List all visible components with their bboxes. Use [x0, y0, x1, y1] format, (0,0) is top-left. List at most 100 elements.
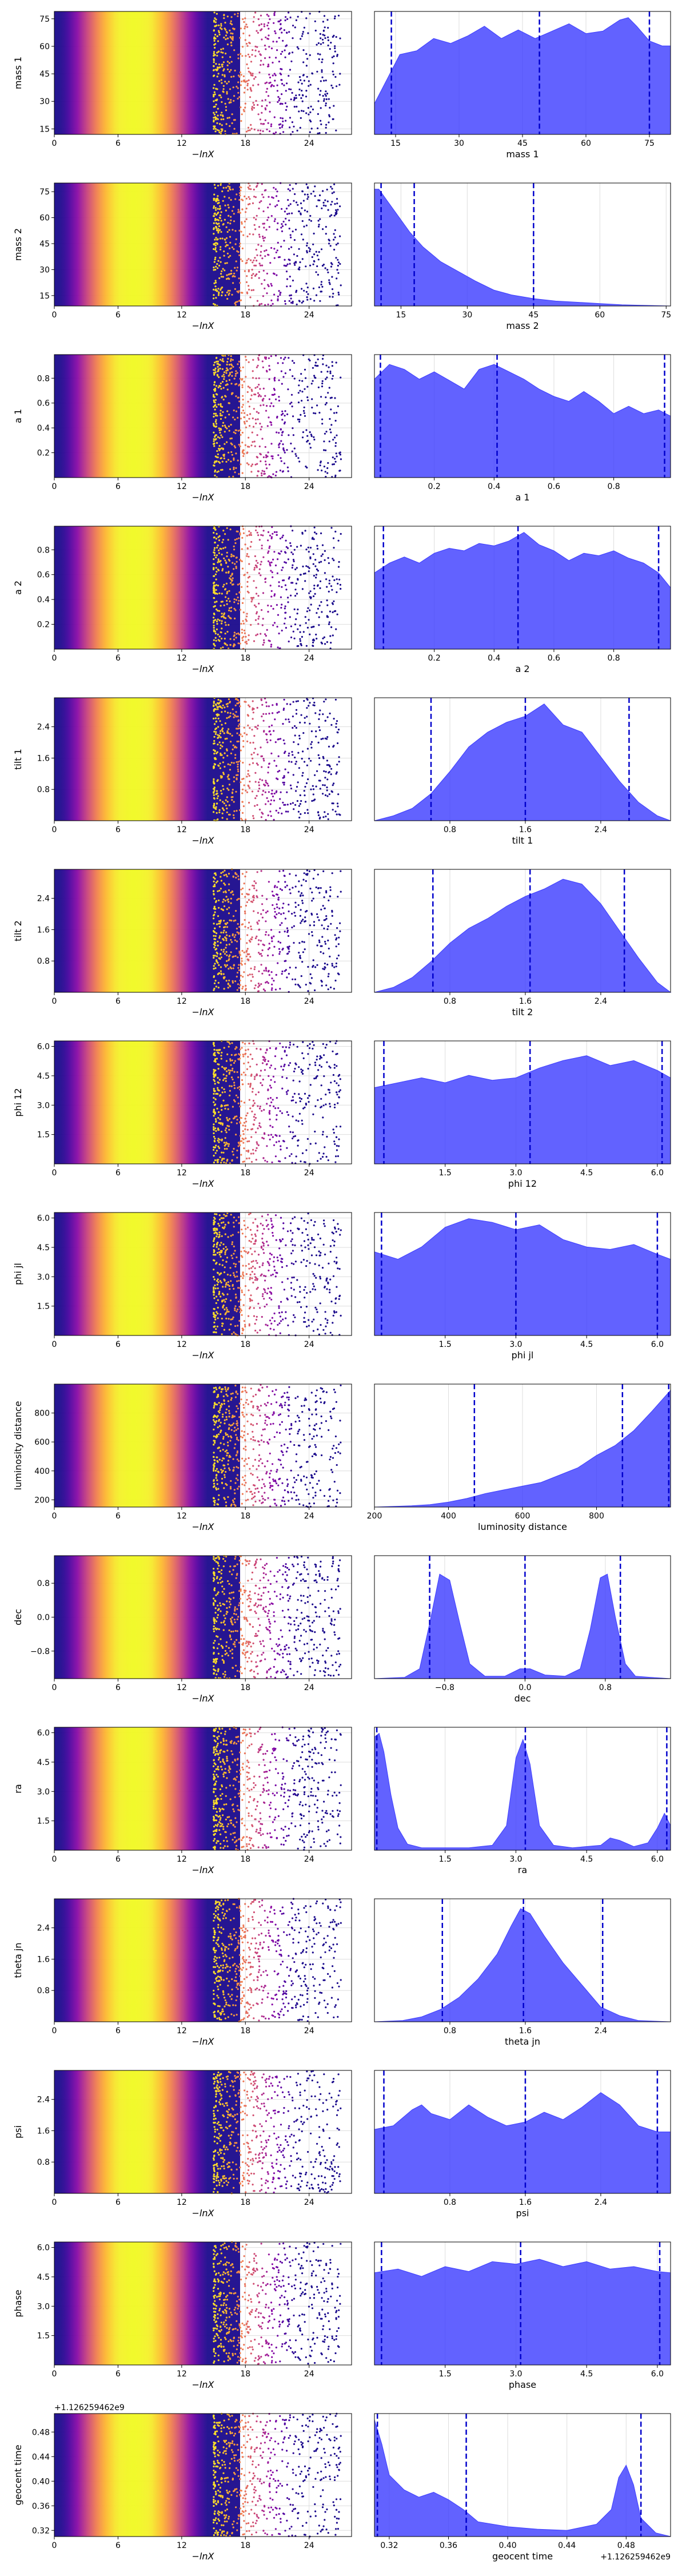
trace-point [313, 412, 314, 414]
trace-point [215, 1061, 217, 1063]
trace-point [300, 1160, 301, 1162]
trace-point [234, 267, 236, 269]
trace-point [227, 566, 229, 567]
trace-xlabel: −lnX [192, 320, 215, 331]
trace-point [272, 712, 273, 714]
trace-point [261, 794, 263, 796]
trace-point [213, 965, 215, 967]
trace-point [251, 275, 253, 276]
trace-point [236, 715, 237, 717]
trace-point [222, 411, 224, 413]
trace-point [326, 586, 328, 588]
trace-point [266, 405, 268, 407]
trace-point [302, 1041, 304, 1043]
trace-point [239, 591, 241, 593]
trace-point [285, 265, 287, 267]
trace-point [268, 15, 269, 17]
trace-point [297, 984, 299, 985]
trace-point [246, 452, 248, 454]
trace-xtick-label: 12 [177, 139, 187, 148]
trace-point [277, 298, 279, 300]
trace-point [220, 184, 221, 186]
trace-point [285, 303, 286, 305]
trace-point [249, 727, 250, 729]
trace-point [250, 925, 252, 927]
trace-point [227, 185, 229, 187]
trace-point [337, 896, 338, 897]
trace-point [240, 609, 241, 611]
trace-point [225, 923, 226, 924]
trace-point [310, 747, 312, 749]
trace-point [215, 237, 217, 238]
trace-xtick-label: 6 [115, 482, 121, 491]
trace-point [258, 983, 260, 984]
trace-point [305, 90, 307, 92]
trace-point [214, 11, 216, 13]
trace-point [229, 438, 231, 439]
trace-point [257, 871, 258, 873]
trace-point [226, 1060, 228, 1062]
trace-point [218, 132, 220, 133]
trace-point [276, 810, 277, 812]
trace-point [245, 23, 247, 25]
trace-point [289, 721, 290, 723]
trace-point [246, 581, 248, 583]
trace-point [216, 882, 217, 884]
trace-point [242, 1161, 244, 1163]
trace-point [236, 1095, 237, 1096]
trace-point [234, 714, 236, 716]
trace-point [222, 938, 224, 940]
trace-point [326, 599, 328, 601]
trace-point [270, 803, 272, 805]
trace-point [306, 467, 308, 468]
trace-point [305, 548, 307, 550]
trace-point [279, 988, 281, 989]
trace-point [224, 443, 225, 445]
trace-point [286, 45, 288, 46]
trace-point [274, 205, 276, 207]
trace-point [213, 701, 215, 702]
trace-point [255, 530, 257, 531]
trace-point [255, 937, 257, 939]
trace-point [297, 457, 299, 459]
trace-point [277, 90, 278, 92]
trace-point [300, 117, 302, 119]
trace-point [306, 698, 308, 699]
trace-point [248, 922, 250, 924]
trace-point [314, 712, 316, 714]
trace-point [322, 1116, 324, 1118]
trace-point [214, 1159, 216, 1161]
trace-point [279, 443, 281, 444]
trace-point [213, 558, 214, 560]
trace-point [244, 92, 245, 93]
trace-point [337, 583, 338, 585]
trace-point [261, 38, 262, 40]
trace-point [253, 217, 255, 218]
trace-point [246, 613, 248, 615]
trace-point [240, 446, 241, 447]
trace-point [292, 406, 293, 407]
trace-point [325, 105, 326, 106]
trace-point [329, 281, 330, 283]
trace-point [307, 32, 309, 34]
trace-point [313, 563, 314, 565]
trace-point [215, 1118, 217, 1120]
trace-point [214, 381, 216, 383]
trace-point [218, 94, 220, 96]
trace-point [329, 895, 331, 897]
trace-point [214, 750, 216, 752]
posterior-xtick-label: 0.4 [488, 654, 500, 663]
trace-point [270, 402, 272, 404]
trace-point [233, 601, 235, 603]
trace-point [253, 742, 254, 744]
trace-point [226, 631, 228, 633]
trace-point [340, 377, 341, 379]
trace-point [269, 563, 271, 565]
trace-point [333, 62, 334, 64]
trace-point [249, 1107, 251, 1109]
trace-point [234, 980, 236, 982]
trace-point [246, 1158, 248, 1159]
trace-point [229, 56, 231, 58]
